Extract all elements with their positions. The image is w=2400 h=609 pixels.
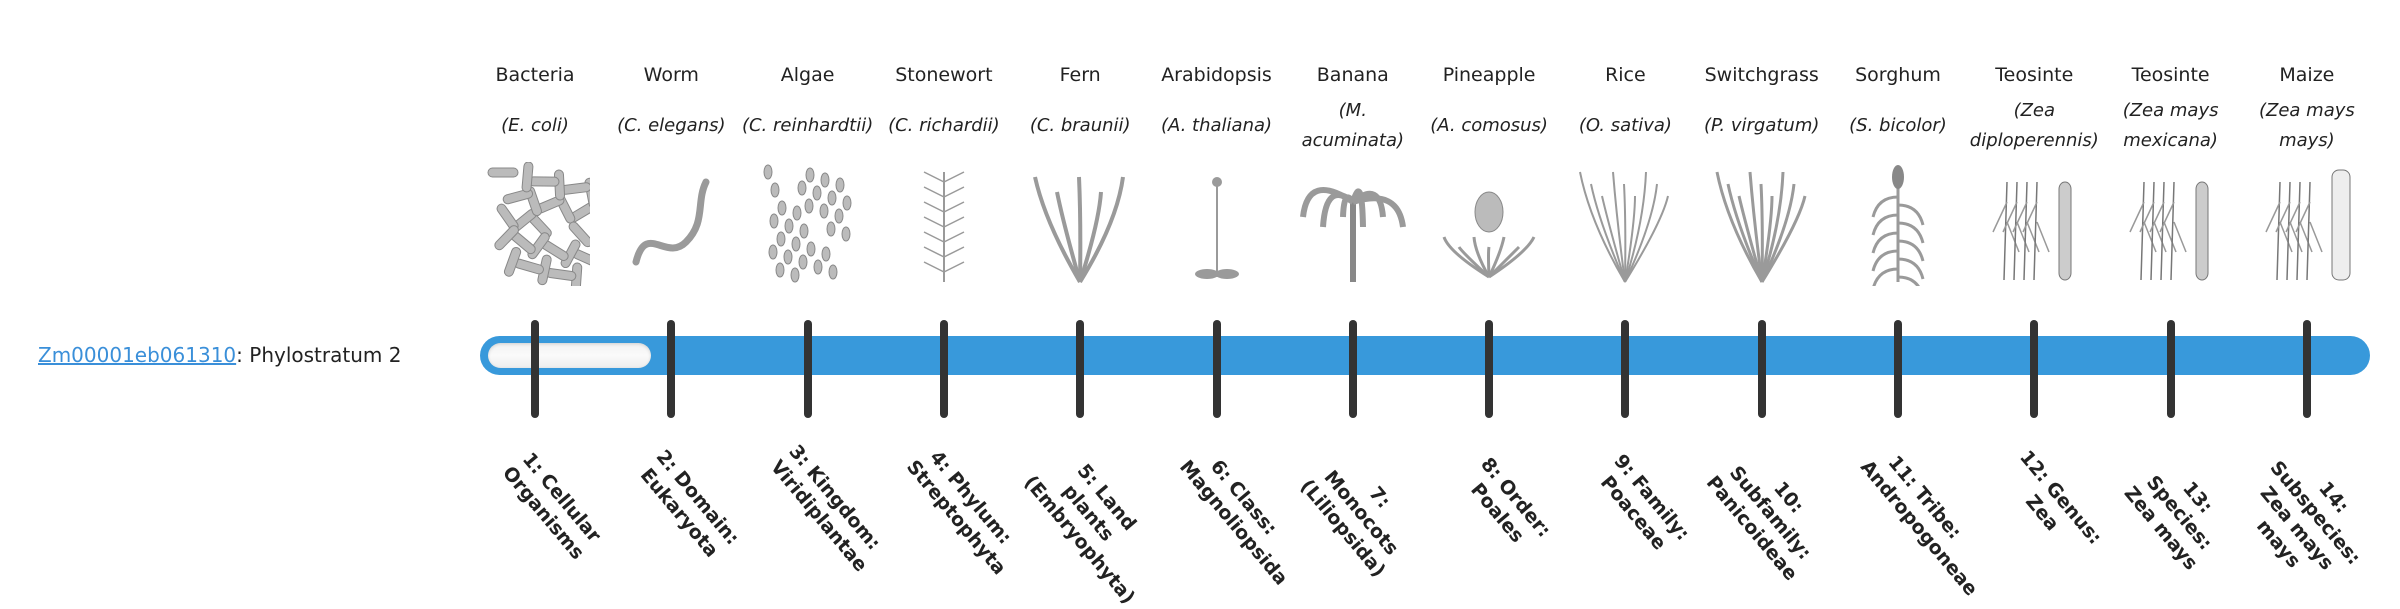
common-name: Arabidopsis	[1161, 64, 1272, 86]
stratum-rank-label: 11: Tribe: Andropogoneae	[1855, 451, 1982, 601]
latin-name: (S. bicolor)	[1849, 115, 1947, 136]
latin-name: (O. sativa)	[1578, 115, 1672, 136]
teosinte-icon	[1966, 162, 2102, 286]
common-name: Maize	[2279, 64, 2335, 86]
latin-name: (E. coli)	[501, 115, 569, 136]
stratum-rank-label: 7: Monocots (Liliopsida)	[1295, 466, 1403, 582]
maize-icon	[2239, 162, 2375, 286]
stratum-tick	[531, 320, 539, 418]
latin-name: (Zea mays mexicana)	[2122, 100, 2219, 151]
latin-name: (P. virgatum)	[1704, 115, 1820, 136]
sorghum-icon	[1830, 162, 1966, 286]
stratum-tick	[1485, 320, 1494, 418]
common-name: Sorghum	[1855, 64, 1941, 86]
organism-column: Banana (M. acuminata)	[1285, 60, 1421, 286]
latin-name: (M. acuminata)	[1301, 100, 1404, 151]
stratum-tick	[803, 320, 812, 418]
stratum-tick	[2030, 320, 2039, 418]
phylostratum-bar-fill	[488, 343, 652, 368]
common-name: Bacteria	[495, 64, 575, 86]
teosinte-mexicana-icon	[2103, 162, 2239, 286]
organism-column: Worm (C. elegans)	[603, 60, 739, 286]
organism-column: Teosinte (Zea diploperennis)	[1966, 60, 2102, 286]
organism-column: Fern (C. braunii)	[1012, 60, 1148, 286]
separator: :	[236, 343, 250, 367]
common-name: Algae	[780, 64, 835, 86]
algae-icon	[740, 162, 876, 286]
stratum-tick	[1076, 320, 1085, 418]
organism-column: Rice (O. sativa)	[1557, 60, 1693, 286]
stratum-rank-label: 9: Family: Poaceae	[1596, 450, 1695, 555]
common-name: Teosinte	[1995, 64, 2074, 86]
stratum-rank-label: 8: Order: Poales	[1466, 453, 1556, 548]
organism-column: Bacteria (E. coli)	[467, 60, 603, 286]
organism-column: Sorghum (S. bicolor)	[1830, 60, 1966, 286]
stratum-tick	[2166, 320, 2175, 418]
stratum-rank-label: 6: Class: Magnoliopsida	[1174, 455, 1292, 590]
stratum-rank-label: 12: Genus: Zea	[2015, 446, 2107, 549]
gene-phylostratum-label: Zm00001eb061310: Phylostratum 2	[38, 340, 401, 370]
stratum-rank-label: 14: Subspecies: Zea mays mays	[2251, 456, 2365, 575]
common-name: Teosinte	[2131, 64, 2210, 86]
stratum-tick	[1894, 320, 1902, 418]
arabidopsis-icon	[1149, 162, 1285, 286]
stratum-rank-label: 4: Phylum: Streptophyta	[901, 446, 1016, 580]
organism-column: Pineapple (A. comosus)	[1421, 60, 1557, 286]
latin-name: (C. richardii)	[888, 115, 1000, 136]
rice-icon	[1557, 162, 1693, 286]
common-name: Banana	[1316, 64, 1389, 86]
phylostratum-label: Phylostratum 2	[249, 343, 402, 367]
worm-icon	[603, 162, 739, 286]
stratum-rank-label: 2: Domain: Eukaryota	[636, 445, 744, 562]
common-name: Stonewort	[895, 64, 993, 86]
latin-name: (C. elegans)	[617, 115, 726, 136]
fern-icon	[1012, 162, 1148, 286]
stratum-rank-label: 1: Cellular Organisms	[498, 448, 606, 564]
bacteria-icon	[467, 162, 603, 286]
stratum-tick	[1348, 320, 1357, 418]
latin-name: (Zea diploperennis)	[1969, 100, 2099, 151]
switchgrass-icon	[1694, 162, 1830, 286]
stratum-tick	[667, 320, 676, 418]
stratum-rank-label: 3: Kingdom: Viridiplantae	[765, 440, 885, 577]
organism-column: Algae (C. reinhardtii)	[740, 60, 876, 286]
stratum-tick	[1212, 320, 1221, 418]
stratum-rank-label: 13: Species: Zea mays	[2119, 471, 2217, 575]
common-name: Switchgrass	[1704, 64, 1819, 86]
stratum-rank-label: 10: Subfamily: Panicoideae	[1701, 461, 1816, 585]
common-name: Pineapple	[1442, 64, 1536, 86]
latin-name: (A. thaliana)	[1160, 115, 1273, 136]
organism-column: Switchgrass (P. virgatum)	[1694, 60, 1830, 286]
stratum-tick	[939, 320, 948, 418]
latin-name: (C. reinhardtii)	[741, 115, 874, 136]
stratum-tick	[2302, 320, 2311, 418]
common-name: Rice	[1605, 64, 1646, 86]
organism-column: Arabidopsis (A. thaliana)	[1149, 60, 1285, 286]
stonewort-icon	[876, 162, 1012, 286]
organism-column: Stonewort (C. richardii)	[876, 60, 1012, 286]
pineapple-icon	[1421, 162, 1557, 286]
stratum-rank-label: 5: Land plants (Embryophyta)	[1019, 459, 1141, 609]
latin-name: (C. braunii)	[1029, 115, 1131, 136]
banana-icon	[1285, 162, 1421, 286]
common-name: Fern	[1059, 64, 1101, 86]
stratum-tick	[1757, 320, 1766, 418]
phylostratum-bar	[480, 336, 2370, 375]
organism-column: Maize (Zea mays mays)	[2239, 60, 2375, 286]
latin-name: (A. comosus)	[1430, 115, 1548, 136]
stratum-tick	[1621, 320, 1630, 418]
gene-id-link[interactable]: Zm00001eb061310	[38, 343, 237, 367]
organism-column: Teosinte (Zea mays mexicana)	[2103, 60, 2239, 286]
latin-name: (Zea mays mays)	[2259, 100, 2355, 151]
common-name: Worm	[643, 64, 699, 86]
